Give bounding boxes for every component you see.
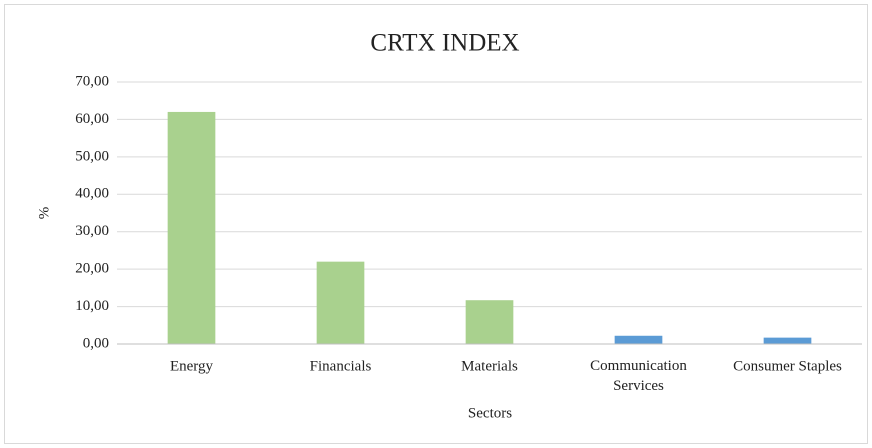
bar (763, 337, 812, 344)
x-tick-label: Materials (461, 358, 518, 374)
y-tick-label: 40,00 (75, 186, 109, 202)
y-tick-label: 0,00 (83, 335, 109, 351)
chart-border (4, 4, 868, 444)
x-tick-label: Energy (170, 358, 214, 374)
x-axis-label: Sectors (468, 405, 512, 421)
bar (167, 111, 216, 344)
y-tick-label: 60,00 (75, 111, 109, 127)
y-tick-label: 20,00 (75, 261, 109, 277)
bar (316, 261, 365, 344)
y-tick-label: 30,00 (75, 223, 109, 239)
y-tick-label: 70,00 (75, 73, 109, 89)
chart-title: CRTX INDEX (370, 30, 519, 57)
y-axis-label: % (36, 207, 52, 220)
x-tick-label: Communication Services (590, 358, 687, 394)
y-tick-label: 10,00 (75, 298, 109, 314)
x-tick-label: Financials (310, 358, 372, 374)
x-tick-label: Consumer Staples (733, 358, 842, 374)
bar (614, 335, 663, 344)
bar (465, 300, 514, 344)
y-tick-label: 50,00 (75, 148, 109, 164)
